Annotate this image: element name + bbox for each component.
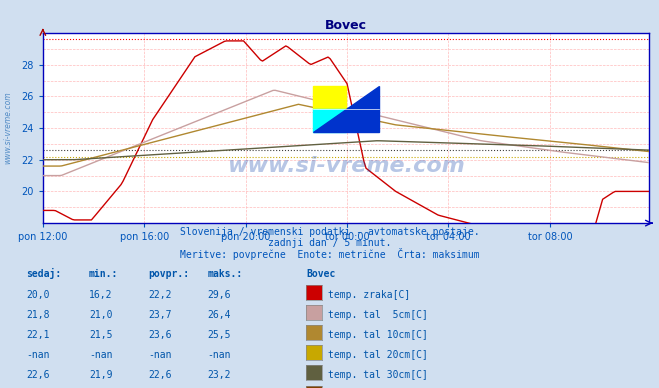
Bar <box>312 109 346 132</box>
Text: min.:: min.: <box>89 269 119 279</box>
Text: sedaj:: sedaj: <box>26 268 61 279</box>
Text: Bovec: Bovec <box>306 269 336 279</box>
Text: temp. zraka[C]: temp. zraka[C] <box>328 289 410 300</box>
Text: 23,2: 23,2 <box>208 370 231 380</box>
Text: povpr.:: povpr.: <box>148 269 189 279</box>
Text: 29,6: 29,6 <box>208 289 231 300</box>
Text: 22,6: 22,6 <box>148 370 172 380</box>
Text: -nan: -nan <box>148 350 172 360</box>
Text: 21,9: 21,9 <box>89 370 113 380</box>
Text: 22,6: 22,6 <box>26 370 50 380</box>
Text: 21,8: 21,8 <box>26 310 50 320</box>
Text: temp. tal 10cm[C]: temp. tal 10cm[C] <box>328 330 428 340</box>
Text: 21,0: 21,0 <box>89 310 113 320</box>
Text: 21,5: 21,5 <box>89 330 113 340</box>
Text: maks.:: maks.: <box>208 269 243 279</box>
Text: 23,7: 23,7 <box>148 310 172 320</box>
Bar <box>312 86 346 109</box>
Text: Slovenija / vremenski podatki - avtomatske postaje.: Slovenija / vremenski podatki - avtomats… <box>180 227 479 237</box>
Text: temp. tal 20cm[C]: temp. tal 20cm[C] <box>328 350 428 360</box>
Text: www.si-vreme.com: www.si-vreme.com <box>227 156 465 176</box>
Text: 23,6: 23,6 <box>148 330 172 340</box>
Title: Bovec: Bovec <box>325 19 367 32</box>
Text: temp. tal 30cm[C]: temp. tal 30cm[C] <box>328 370 428 380</box>
Text: zadnji dan / 5 minut.: zadnji dan / 5 minut. <box>268 238 391 248</box>
Text: 25,5: 25,5 <box>208 330 231 340</box>
Text: -nan: -nan <box>208 350 231 360</box>
Polygon shape <box>312 86 380 132</box>
Text: Meritve: povprečne  Enote: metrične  Črta: maksimum: Meritve: povprečne Enote: metrične Črta:… <box>180 248 479 260</box>
Text: 22,1: 22,1 <box>26 330 50 340</box>
Text: -nan: -nan <box>26 350 50 360</box>
Text: 16,2: 16,2 <box>89 289 113 300</box>
Text: -nan: -nan <box>89 350 113 360</box>
Text: 22,2: 22,2 <box>148 289 172 300</box>
Text: 26,4: 26,4 <box>208 310 231 320</box>
Text: temp. tal  5cm[C]: temp. tal 5cm[C] <box>328 310 428 320</box>
Text: www.si-vreme.com: www.si-vreme.com <box>3 92 13 165</box>
Text: 20,0: 20,0 <box>26 289 50 300</box>
